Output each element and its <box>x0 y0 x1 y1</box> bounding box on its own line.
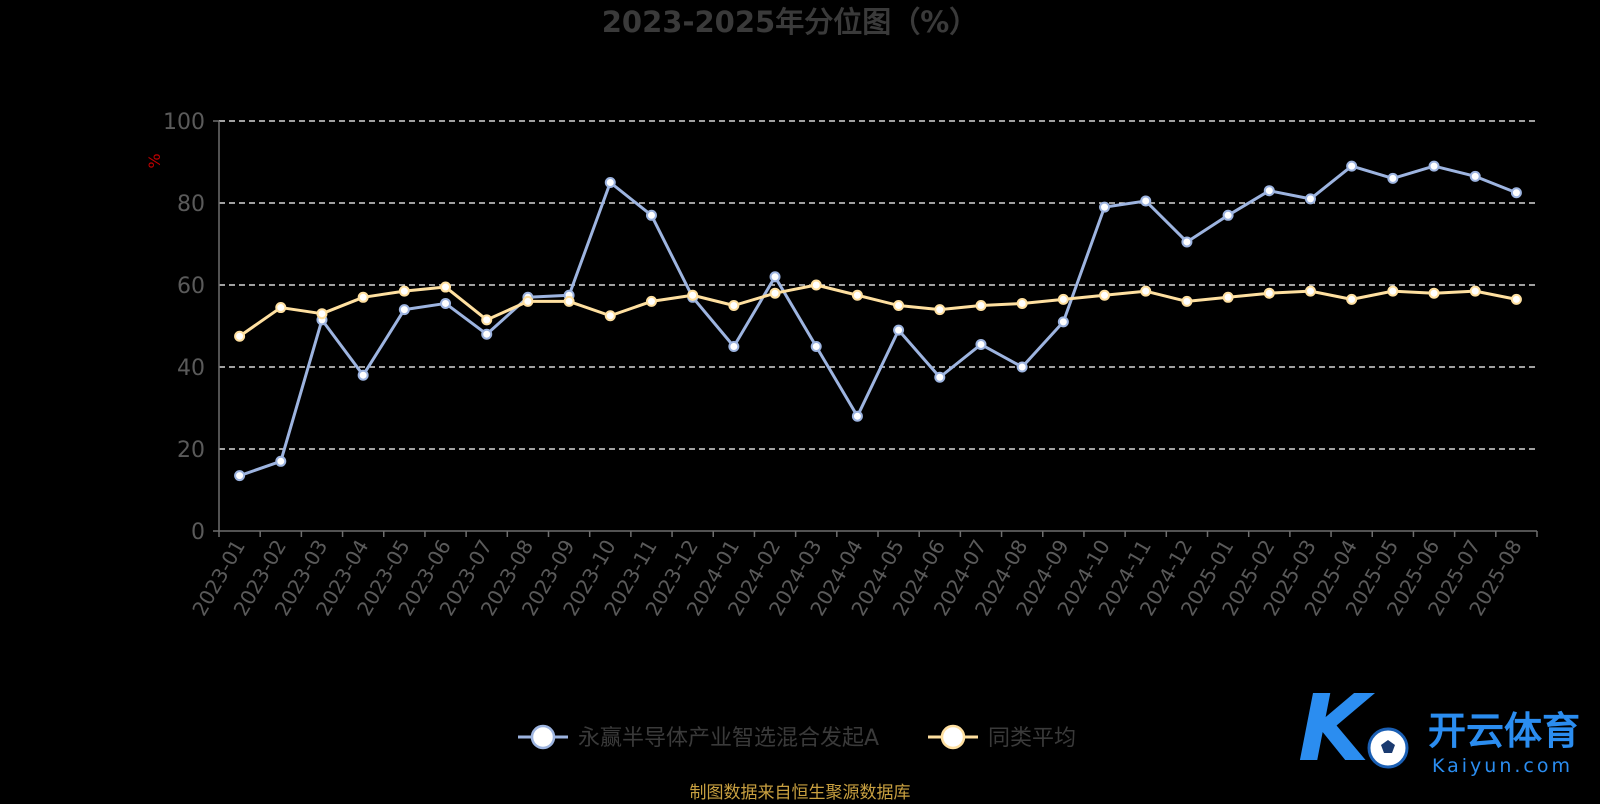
series-1-point-2025-02 <box>1263 287 1275 299</box>
y-tick-label-80: 80 <box>177 192 205 217</box>
series-1-point-2024-02 <box>769 287 781 299</box>
series-1-point-2024-10 <box>1099 289 1111 301</box>
series-0-point-2023-01 <box>234 470 246 482</box>
series-0-point-2023-10 <box>604 177 616 188</box>
series-0-point-2025-02 <box>1263 185 1275 197</box>
series-0-point-2023-07 <box>481 328 493 340</box>
series-0-point-2023-02 <box>275 455 287 467</box>
series-1-point-2024-11 <box>1140 285 1152 297</box>
series-0-point-2024-04 <box>851 410 863 422</box>
y-tick-label-0: 0 <box>191 520 205 545</box>
series-0-point-2025-07 <box>1469 170 1481 182</box>
series-0-point-2024-07 <box>975 338 987 350</box>
series-0-point-2023-04 <box>357 369 369 381</box>
x-tick-labels: 2023-012023-022023-032023-042023-052023-… <box>187 536 1526 620</box>
y-tick-label-40: 40 <box>177 356 205 381</box>
series-0-point-2025-05 <box>1387 172 1399 184</box>
series-layer <box>234 160 1522 482</box>
series-0-point-2025-01 <box>1222 209 1234 221</box>
legend-marker-1 <box>940 724 966 750</box>
legend-label-1: 同类平均 <box>988 726 1076 751</box>
y-tick-label-20: 20 <box>177 438 205 463</box>
series-0-point-2024-05 <box>893 324 905 336</box>
series-0-point-2024-06 <box>934 371 946 383</box>
series-1-point-2023-12 <box>687 289 699 301</box>
legend-label-0: 永赢半导体产业智选混合发起A <box>578 726 879 751</box>
soccer-ball-patch <box>1381 740 1395 753</box>
series-0-point-2024-12 <box>1181 236 1193 248</box>
series-1-point-2023-08 <box>522 295 534 307</box>
legend: 永赢半导体产业智选混合发起A 同类平均 <box>518 724 1076 751</box>
y-tick-labels: 0 20 40 60 80 100 <box>163 110 205 545</box>
legend-marker-0 <box>530 724 556 750</box>
series-0-point-2025-08 <box>1510 187 1522 199</box>
series-0-point-2025-06 <box>1428 160 1440 172</box>
axes <box>213 120 1538 537</box>
series-1-point-2025-06 <box>1428 287 1440 299</box>
series-1-point-2023-06 <box>440 281 452 293</box>
series-1-point-2024-05 <box>893 300 905 311</box>
series-0-point-2024-08 <box>1016 361 1028 373</box>
series-1-point-2023-09 <box>563 295 575 307</box>
series-0-point-2024-11 <box>1140 195 1152 207</box>
series-1-point-2025-08 <box>1510 293 1522 305</box>
series-0-point-2024-09 <box>1057 316 1069 328</box>
series-1-point-2024-09 <box>1057 293 1069 305</box>
series-1-point-2023-02 <box>275 302 287 314</box>
series-1-point-2024-08 <box>1016 297 1028 309</box>
series-1-point-2025-04 <box>1346 293 1358 305</box>
series-line-1 <box>238 283 1517 338</box>
series-0-point-2023-06 <box>440 297 452 309</box>
series-1-point-2024-06 <box>934 304 946 316</box>
series-1-point-2024-01 <box>728 300 740 311</box>
series-1-point-2023-04 <box>357 291 369 303</box>
series-1-point-2023-05 <box>398 285 410 297</box>
series-1-point-2024-04 <box>851 289 863 301</box>
series-0-point-2023-05 <box>398 304 410 316</box>
series-line-0 <box>239 164 1517 478</box>
series-1-point-2023-10 <box>604 310 616 322</box>
brand-en: Kaiyun.com <box>1432 755 1573 777</box>
source-note: 制图数据来自恒生聚源数据库 <box>689 783 911 803</box>
series-0-point-2025-03 <box>1304 193 1316 205</box>
chart-title: 2023-2025年分位图（%） <box>602 5 979 39</box>
series-1-point-2023-07 <box>481 314 493 326</box>
series-1-point-2023-03 <box>316 308 328 320</box>
series-1-point-2025-05 <box>1387 285 1399 297</box>
series-1-point-2023-11 <box>645 295 657 307</box>
series-0-point-2024-01 <box>728 341 740 352</box>
series-0-point-2024-03 <box>810 341 822 352</box>
series-0-point-2025-04 <box>1346 160 1358 172</box>
series-1-point-2024-07 <box>975 300 987 311</box>
series-1-point-2025-07 <box>1469 285 1481 297</box>
y-axis-label: % <box>145 153 164 168</box>
series-0-point-2024-02 <box>769 271 781 283</box>
series-1-point-2025-03 <box>1304 285 1316 297</box>
brand-cn: 开云体育 <box>1428 709 1580 753</box>
series-1-point-2025-01 <box>1222 291 1234 303</box>
logo-letter: K <box>1298 675 1375 782</box>
series-1-point-2024-03 <box>810 279 822 291</box>
y-tick-label-60: 60 <box>177 274 205 299</box>
series-0-point-2024-10 <box>1099 201 1111 213</box>
y-tick-label-100: 100 <box>163 110 205 135</box>
series-1-point-2024-12 <box>1181 295 1193 307</box>
kaiyun-logo: K 开云体育 Kaiyun.com <box>1298 675 1580 782</box>
grid-lines <box>219 120 1537 450</box>
series-0-point-2023-11 <box>645 209 657 221</box>
series-1-point-2023-01 <box>234 330 246 342</box>
